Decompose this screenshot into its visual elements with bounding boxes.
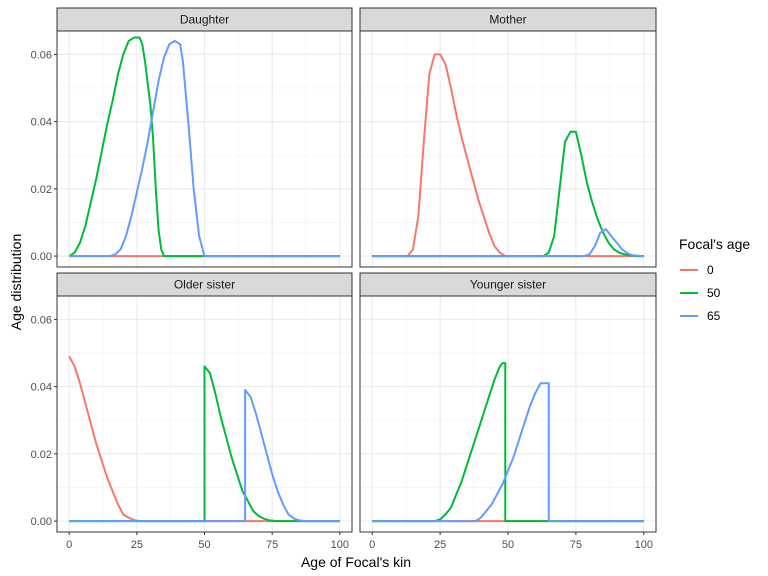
y-tick-label: 0.02	[31, 184, 52, 196]
x-tick-label: 100	[635, 539, 653, 551]
facet-strip-title: Younger sister	[470, 278, 546, 292]
x-tick-label: 75	[570, 539, 582, 551]
x-tick-label: 25	[131, 539, 143, 551]
series-line-0	[68, 355, 340, 523]
x-tick-label: 25	[434, 539, 446, 551]
x-tick-label: 0	[369, 539, 375, 551]
facet-panel-2: Older sister 0.00 0.02 0.04 0.06 0 25 50 75 100	[31, 272, 353, 551]
series-line-50	[68, 36, 340, 258]
y-tick-label: 0.00	[31, 516, 52, 528]
x-tick-label: 50	[502, 539, 514, 551]
y-tick-label: 0.04	[31, 382, 52, 394]
panel-border	[56, 30, 353, 268]
legend-label-2: 65	[707, 309, 721, 323]
series-line-65	[69, 39, 340, 258]
series-line-50	[69, 365, 340, 523]
facet-strip-title: Daughter	[180, 13, 229, 27]
y-tick-label: 0.02	[31, 449, 52, 461]
series-line-65	[372, 228, 644, 258]
legend-title: Focal's age	[679, 236, 750, 252]
y-axis-title: Age distribution	[8, 234, 24, 331]
legend-label-0: 0	[707, 263, 714, 277]
facet-panel-3: Younger sister 0 25 50 75 100	[359, 272, 657, 551]
x-tick-label: 0	[66, 539, 72, 551]
series-line-65	[69, 388, 340, 523]
series-line-65	[372, 382, 644, 523]
facet-panel-0: Daughter 0.00 0.02 0.04 0.06	[31, 7, 353, 268]
panel-border	[359, 30, 657, 268]
x-tick-label: 50	[198, 539, 210, 551]
y-tick-label: 0.00	[31, 251, 52, 263]
facet-strip-title: Mother	[489, 13, 526, 27]
facet-strip-title: Older sister	[174, 278, 235, 292]
x-axis-title: Age of Focal's kin	[301, 554, 411, 570]
legend: Focal's age 0 50 65	[679, 236, 750, 323]
y-tick-label: 0.06	[31, 314, 52, 326]
x-tick-label: 100	[331, 539, 349, 551]
y-tick-label: 0.06	[31, 49, 52, 61]
series-line-0	[372, 53, 644, 258]
legend-label-1: 50	[707, 286, 721, 300]
x-tick-label: 75	[266, 539, 278, 551]
facet-panel-1: Mother	[359, 7, 657, 268]
facet-panels: Daughter 0.00 0.02 0.04 0.06 Mother Older sist…	[31, 7, 657, 551]
series-line-50	[372, 130, 644, 258]
y-tick-label: 0.04	[31, 117, 52, 129]
series-line-50	[372, 362, 644, 523]
